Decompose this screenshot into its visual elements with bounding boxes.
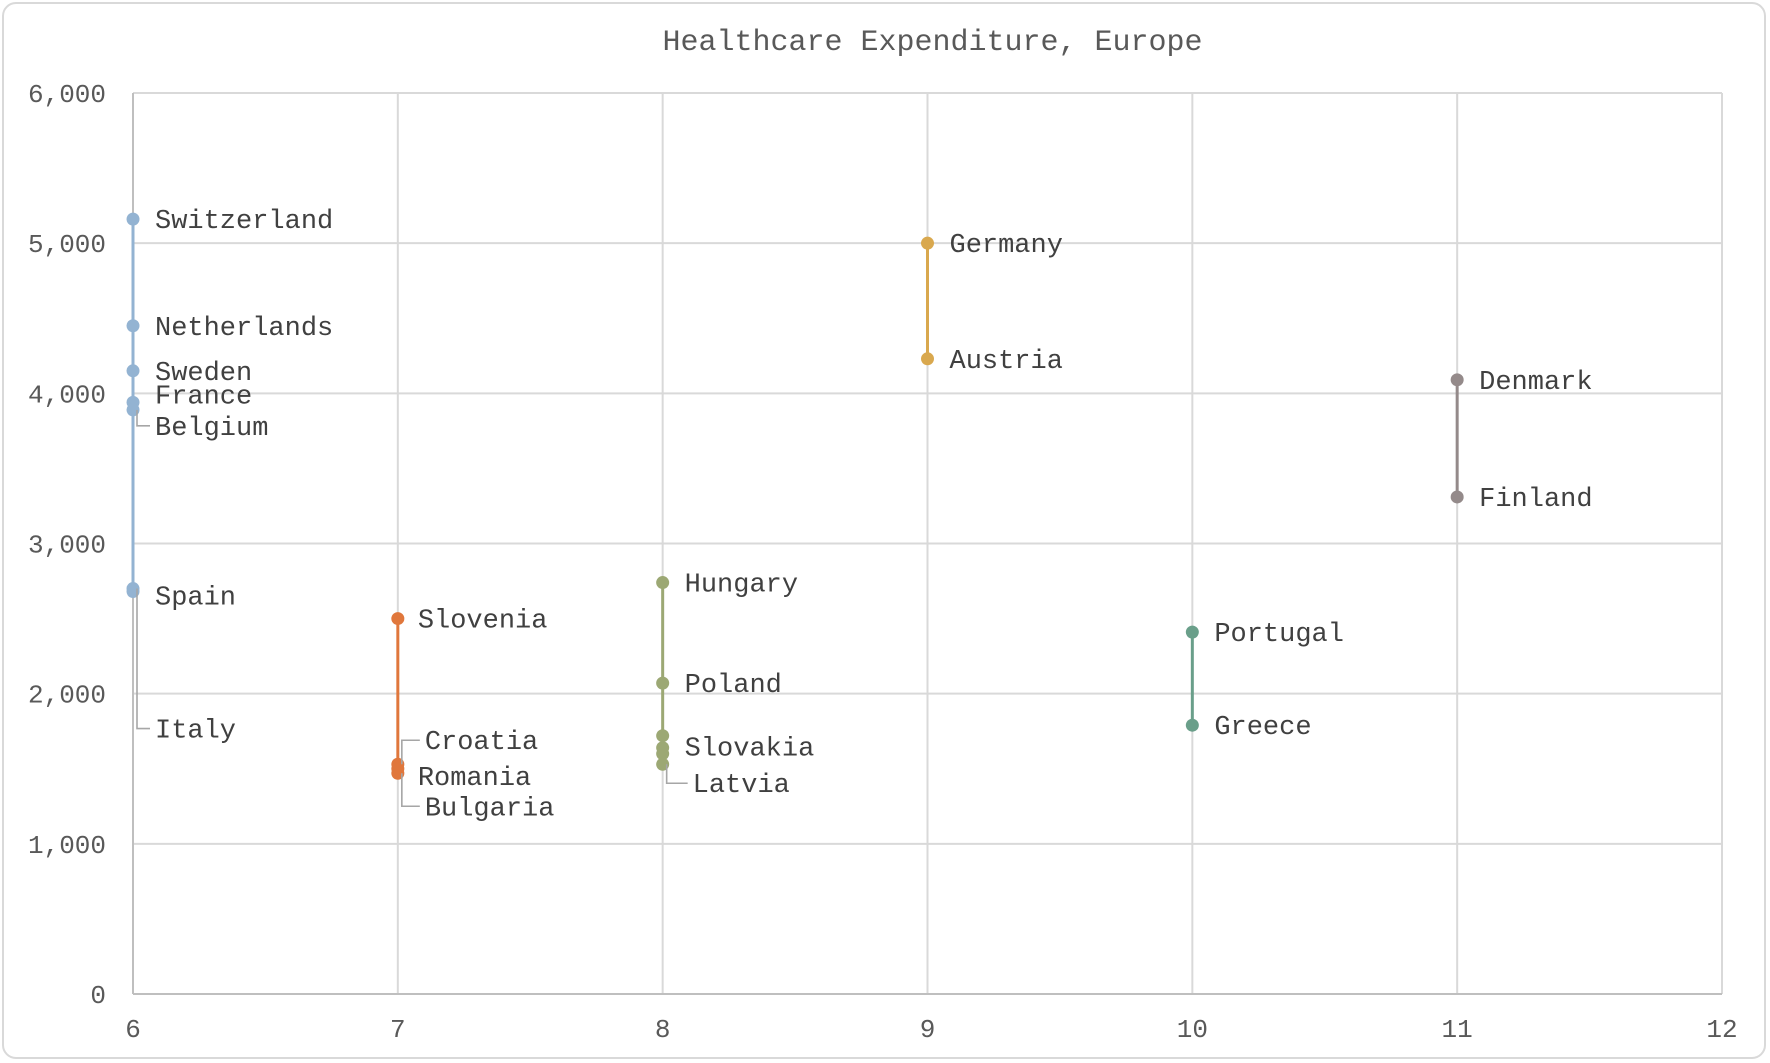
data-point (1450, 490, 1464, 504)
x-tick-label: 11 (1442, 1015, 1473, 1045)
y-tick-label: 6,000 (28, 80, 106, 110)
data-point (126, 319, 140, 333)
axes: 0 1,000 2,000 3,000 4,000 5,000 6,000 6 7 8 9 10 11 1… (28, 80, 1738, 1045)
gridlines (133, 92, 1723, 994)
point-label: Hungary (685, 571, 798, 601)
x-tick-label: 10 (1177, 1015, 1208, 1045)
data-point (656, 676, 670, 690)
data-point (656, 576, 670, 590)
x-tick-label: 8 (655, 1015, 671, 1045)
label-leader-line (401, 739, 420, 765)
point-label: Sweden (155, 359, 252, 389)
data-point (391, 612, 405, 626)
point-label: France (155, 382, 252, 412)
point-label: Poland (685, 671, 782, 701)
y-tick-label: 5,000 (28, 230, 106, 260)
point-label: Greece (1214, 713, 1311, 743)
point-label: Switzerland (155, 207, 333, 237)
point-label: Romania (418, 764, 531, 794)
point-label: Italy (155, 717, 236, 747)
point-label: Latvia (693, 771, 790, 801)
point-label: Denmark (1479, 368, 1592, 398)
data-point (1185, 625, 1199, 639)
series-group (126, 212, 1464, 780)
point-label: Croatia (425, 728, 538, 758)
y-tick-label: 3,000 (28, 531, 106, 561)
point-label: Slovakia (685, 735, 815, 765)
point-label: Spain (155, 584, 236, 614)
point-label: Finland (1479, 485, 1592, 515)
y-tick-label: 0 (90, 981, 106, 1011)
y-tick-label: 2,000 (28, 681, 106, 711)
data-point (656, 747, 670, 761)
y-tick-label: 4,000 (28, 380, 106, 410)
x-tick-label: 12 (1706, 1015, 1737, 1045)
x-tick-label: 9 (920, 1015, 936, 1045)
x-tick-label: 6 (125, 1015, 141, 1045)
label-leader-line (401, 773, 420, 808)
data-point (1450, 373, 1464, 387)
data-point (1185, 718, 1199, 732)
data-point (921, 236, 934, 250)
point-label: Bulgaria (425, 794, 555, 824)
data-point (921, 352, 934, 366)
label-leader-line (136, 588, 150, 730)
label-leader-line (665, 764, 688, 785)
point-label: Netherlands (155, 314, 333, 344)
data-point (126, 212, 140, 226)
x-tick-label: 7 (390, 1015, 406, 1045)
point-label: Slovenia (418, 607, 548, 637)
data-point (126, 364, 140, 378)
point-label: Germany (950, 231, 1063, 261)
point-label: Belgium (155, 414, 268, 444)
chart-title: Healthcare Expenditure, Europe (662, 26, 1202, 60)
label-leader-line (136, 409, 150, 427)
point-label: Austria (950, 347, 1063, 377)
point-label: Portugal (1214, 620, 1344, 650)
data-point (656, 729, 670, 743)
y-tick-label: 1,000 (28, 831, 106, 861)
point-labels: Switzerland Netherlands SwedenFranceBelgiu… (136, 207, 1593, 824)
